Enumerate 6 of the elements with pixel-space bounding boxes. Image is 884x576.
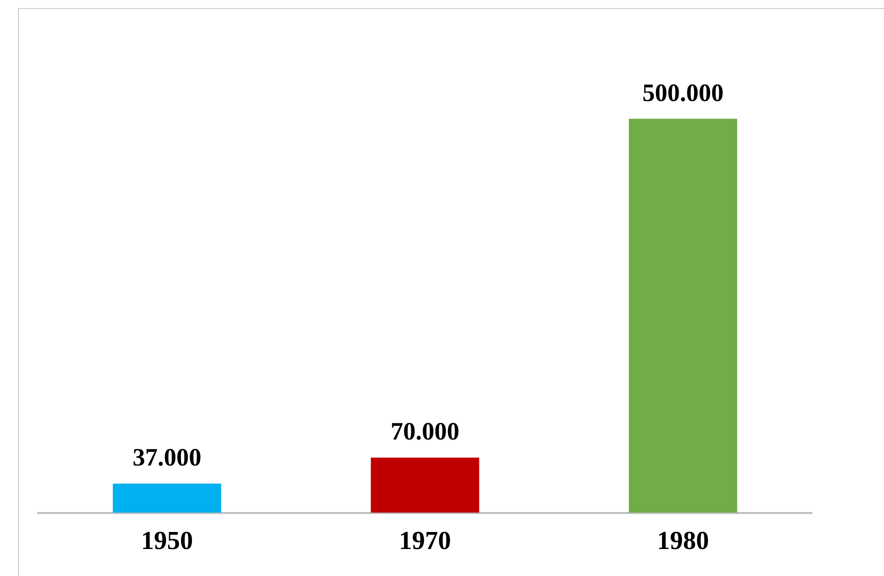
data-label: 37.000 <box>132 444 202 472</box>
x-tick-label: 1970 <box>399 526 451 556</box>
data-label: 70.000 <box>390 418 460 446</box>
data-label: 500.000 <box>642 80 724 107</box>
x-tick-label: 1950 <box>141 526 193 556</box>
x-tick-label: 1980 <box>657 526 709 556</box>
